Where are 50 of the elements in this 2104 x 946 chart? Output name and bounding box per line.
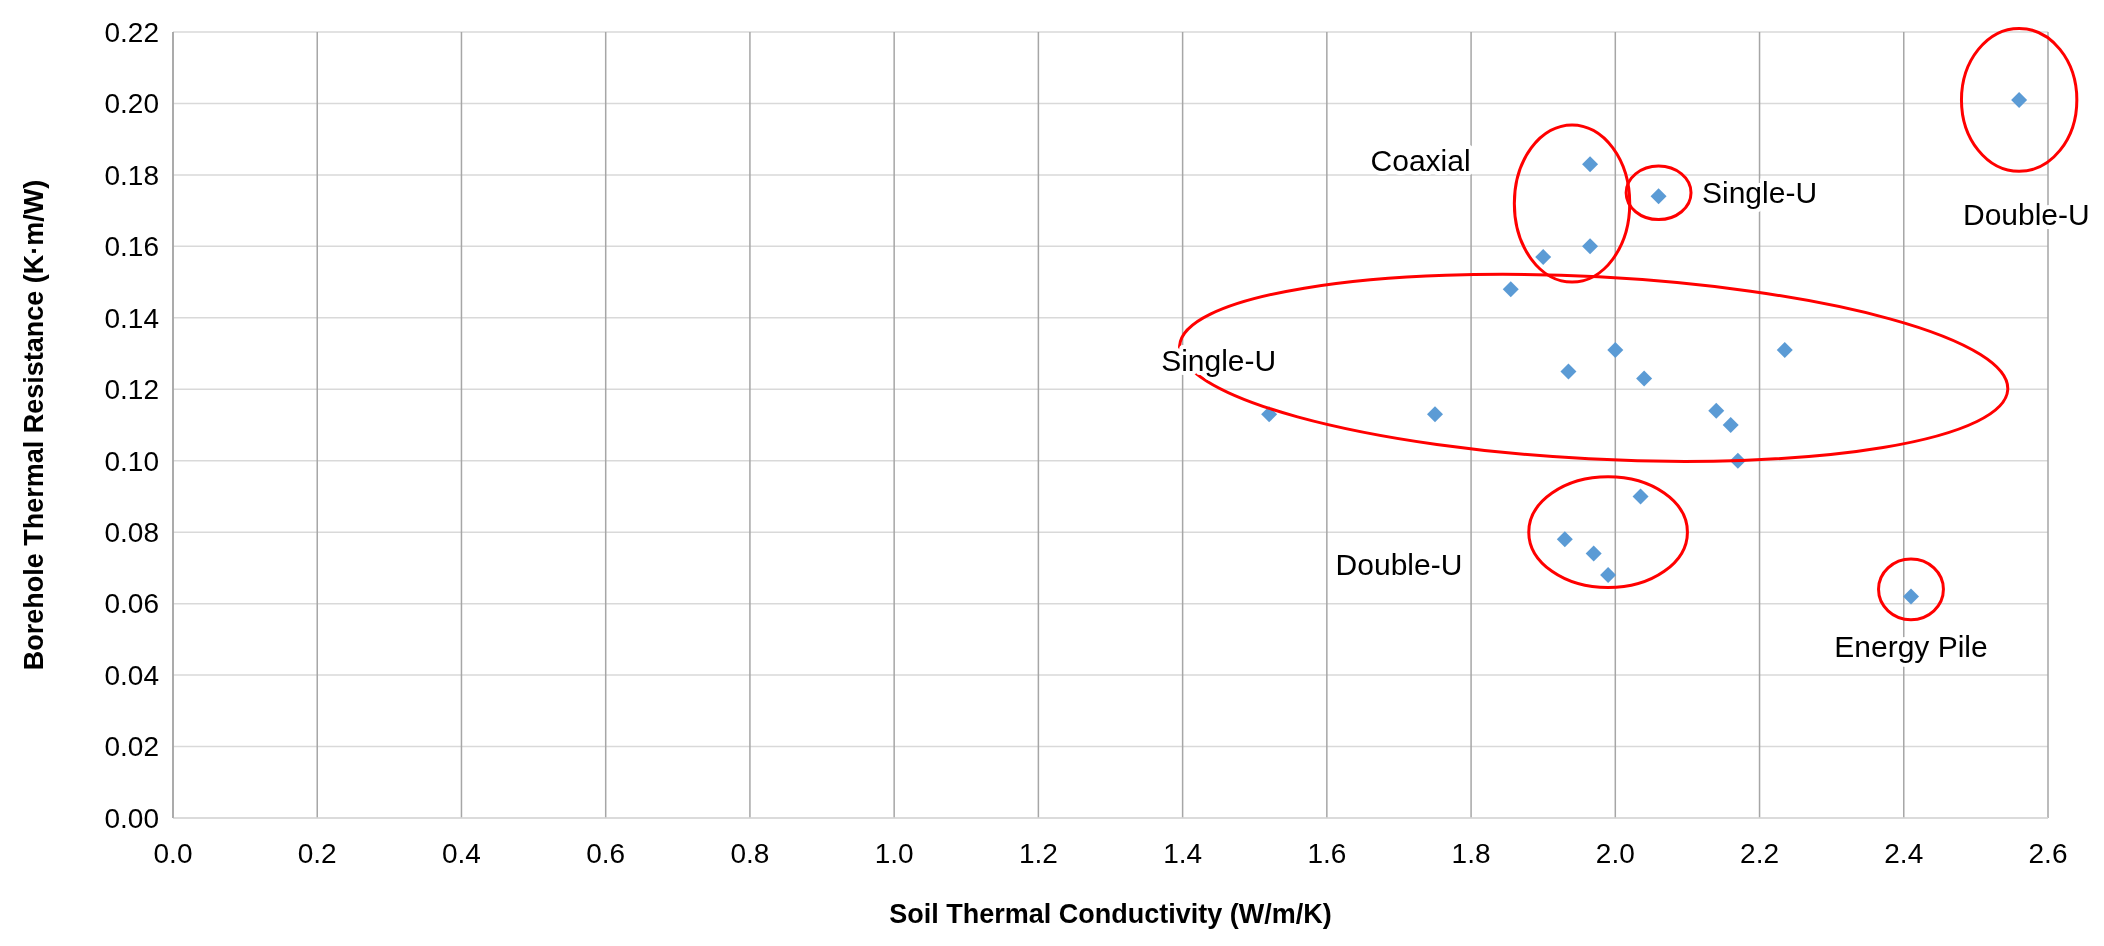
point	[1776, 341, 1793, 358]
x-tick-label: 2.0	[1595, 838, 1635, 869]
point	[1650, 188, 1667, 205]
point	[1582, 156, 1599, 173]
y-tick-label: 0.16	[104, 231, 159, 263]
point	[1632, 488, 1649, 505]
point	[1708, 402, 1725, 419]
y-tick-label: 0.18	[104, 159, 159, 191]
annotation: Double-U	[1335, 547, 1463, 581]
x-tick-label: 1.8	[1451, 838, 1491, 869]
x-tick-label: 1.0	[874, 838, 914, 869]
y-tick-label: 0.08	[104, 516, 159, 548]
annotation: Double-U	[1963, 197, 2090, 231]
y-axis-title: Borehole Thermal Resistance (K·m/W)	[19, 179, 49, 671]
y-tick-label: 0.12	[104, 374, 159, 406]
point	[1535, 249, 1552, 266]
point	[1427, 406, 1444, 423]
point	[1560, 363, 1577, 380]
point	[1722, 417, 1739, 433]
x-tick-label: 0.8	[730, 838, 770, 869]
point	[1607, 341, 1624, 358]
annotation: Single-U	[1702, 176, 1818, 210]
y-tick-label: 0.20	[104, 88, 159, 120]
point	[1600, 567, 1617, 584]
y-tick-label: 0.14	[104, 302, 159, 334]
annotation: Coaxial	[1370, 144, 1471, 178]
point	[1502, 281, 1519, 298]
y-tick-label: 0.10	[104, 445, 159, 477]
x-tick-label: 2.2	[1740, 838, 1780, 869]
point	[1585, 545, 1602, 562]
x-tick-label: 1.2	[1018, 838, 1058, 869]
point	[1556, 531, 1573, 548]
x-tick-label: 0.4	[441, 838, 481, 869]
y-tick-label: 0.04	[104, 659, 159, 691]
y-tick-label: 0.02	[104, 731, 159, 763]
x-tick-label: 2.6	[2028, 838, 2068, 869]
y-tick-label: 0.00	[104, 802, 159, 834]
point	[1582, 238, 1599, 255]
x-tick-label: 0.0	[153, 838, 193, 869]
x-tick-label: 2.4	[1884, 838, 1924, 869]
y-tick-label: 0.06	[104, 588, 159, 620]
annotation: Energy Pile	[1834, 630, 1988, 664]
x-tick-label: 0.2	[297, 838, 337, 869]
point	[2011, 91, 2028, 108]
x-tick-label: 1.4	[1163, 838, 1203, 869]
y-tick-label: 0.22	[104, 16, 159, 48]
x-tick-label: 1.6	[1307, 838, 1347, 869]
x-tick-label: 0.6	[586, 838, 626, 869]
x-axis-title: Soil Thermal Conductivity (W/m/K)	[889, 899, 1332, 929]
point	[1636, 370, 1653, 387]
